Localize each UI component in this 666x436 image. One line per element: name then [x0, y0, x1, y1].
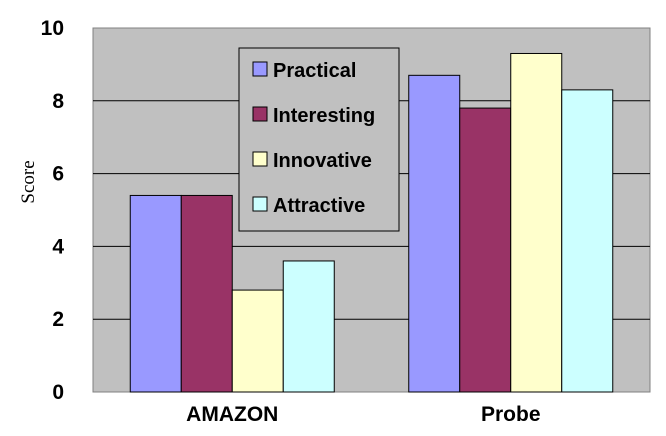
bar [231, 289, 284, 393]
legend-swatch [252, 196, 268, 212]
y-tick-label: 6 [52, 163, 64, 186]
legend: Practical Interesting Innovative Attractive [238, 47, 400, 232]
x-category-label: AMAZON [186, 403, 278, 426]
legend-label: Practical [273, 60, 356, 82]
y-tick-label: 4 [52, 235, 64, 258]
bar [129, 194, 182, 393]
legend-swatch [252, 61, 268, 77]
bar [510, 52, 563, 393]
bar [561, 89, 614, 393]
bar-series [129, 52, 614, 393]
bar [408, 74, 461, 393]
y-axis-ticks: 0 2 4 6 8 10 [41, 17, 65, 404]
x-axis-categories: AMAZON Probe [186, 403, 540, 426]
y-tick-label: 10 [41, 17, 64, 40]
y-axis-title: Score [18, 160, 39, 203]
y-tick-label: 8 [52, 90, 64, 113]
legend-swatch [252, 151, 268, 167]
x-category-label: Probe [481, 403, 541, 426]
legend-swatch [252, 106, 268, 122]
y-tick-label: 2 [52, 308, 64, 331]
bar [180, 194, 233, 393]
legend-label: Attractive [273, 195, 365, 217]
y-tick-label: 0 [52, 381, 64, 404]
bar [459, 107, 512, 393]
legend-label: Interesting [273, 105, 375, 127]
bar [282, 260, 335, 393]
legend-label: Innovative [273, 150, 372, 172]
